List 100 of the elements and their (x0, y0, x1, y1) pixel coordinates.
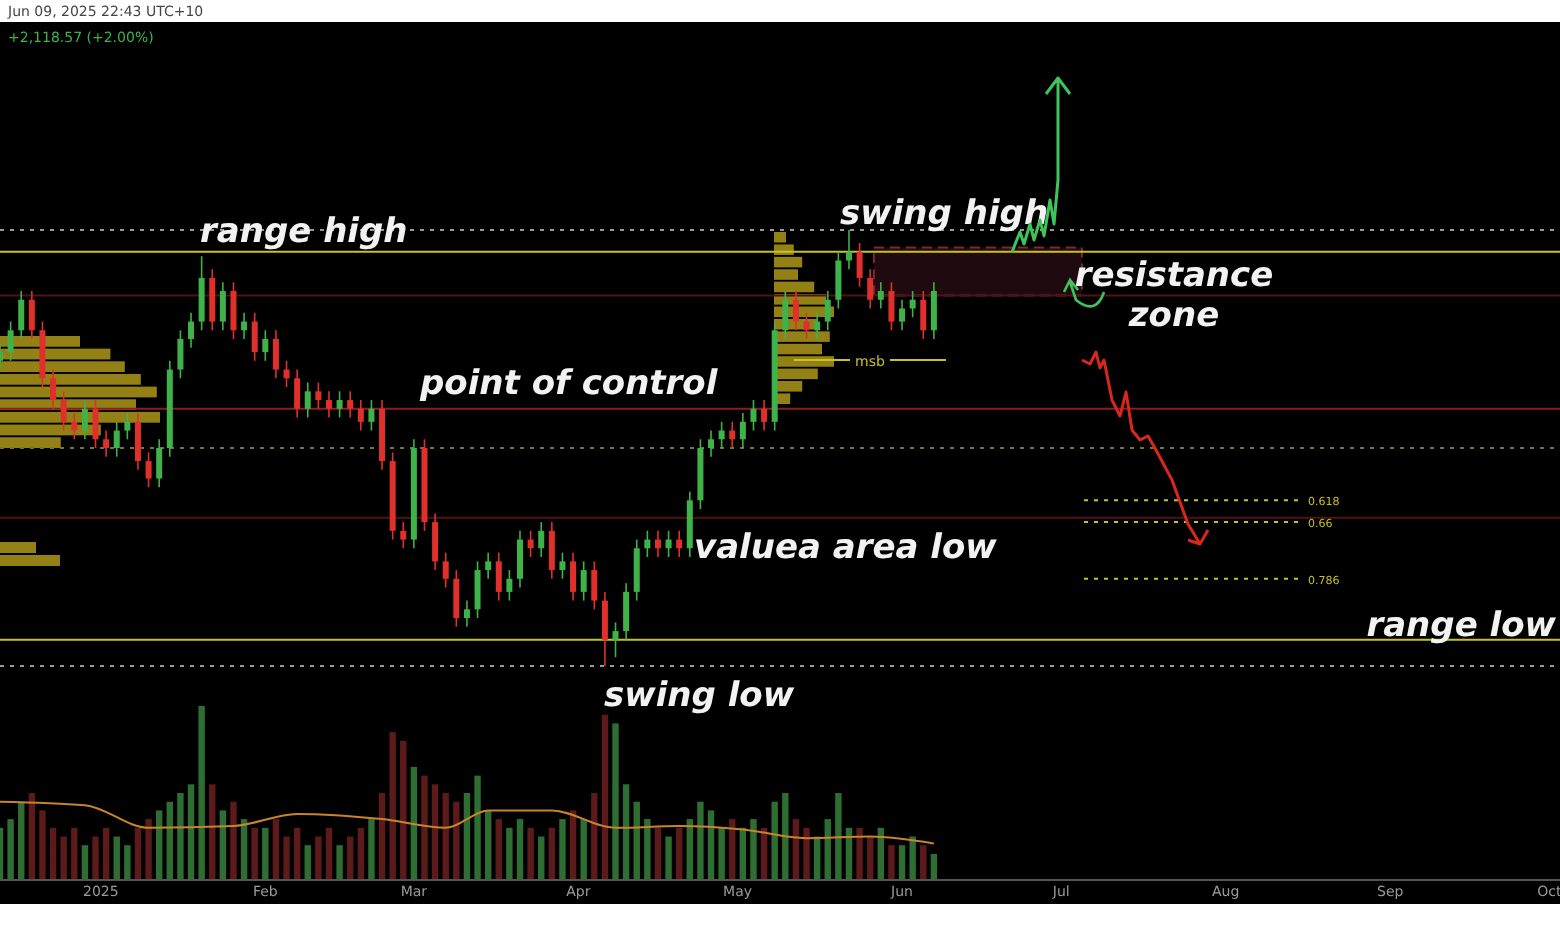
bar (155, 810, 163, 880)
bar (516, 819, 524, 880)
candlestick (601, 591, 608, 667)
annotation: valuea area low (694, 528, 998, 568)
candlestick (899, 298, 906, 332)
bar (548, 827, 556, 880)
candlestick (92, 399, 99, 449)
bar (315, 836, 322, 880)
bar (124, 845, 131, 880)
candlestick (729, 421, 736, 449)
candlestick (591, 560, 598, 611)
candlestick (867, 268, 874, 310)
bar (856, 827, 863, 880)
candlestick (103, 429, 110, 458)
bar (484, 810, 492, 880)
annotation: point of control (418, 364, 720, 404)
candlestick (782, 290, 789, 340)
candlestick (39, 320, 46, 388)
bar (251, 827, 258, 880)
bar (198, 706, 205, 880)
candlestick (739, 412, 746, 449)
bar (71, 827, 78, 880)
annotation: range high (200, 212, 408, 252)
candlestick (612, 621, 619, 659)
bar (357, 827, 365, 880)
bar (474, 775, 481, 880)
candlestick (814, 312, 821, 340)
candlestick (7, 320, 14, 362)
bar (453, 801, 460, 880)
candlestick (432, 512, 439, 571)
bar (888, 845, 895, 880)
candlestick (453, 569, 460, 628)
candlestick (548, 521, 555, 580)
candlestick (877, 281, 884, 310)
candlestick (474, 560, 481, 619)
candlestick (230, 281, 237, 340)
annotation: resistance zone (1074, 256, 1274, 336)
bar (527, 827, 534, 880)
bar (39, 810, 46, 880)
candlestick (718, 421, 725, 449)
candlestick (28, 290, 35, 340)
candlestick (644, 530, 651, 558)
candlestick (81, 399, 88, 441)
bar (410, 766, 418, 880)
candlestick (676, 530, 683, 558)
candlestick (156, 438, 163, 489)
bar (145, 819, 152, 880)
bar (506, 827, 513, 880)
bar (782, 793, 789, 880)
candlestick (315, 381, 322, 410)
bar (272, 819, 280, 880)
candlestick (241, 312, 248, 340)
bar (675, 827, 683, 880)
candlestick (517, 530, 523, 589)
bar (803, 827, 810, 880)
candlestick (124, 412, 131, 441)
candlestick (527, 530, 534, 558)
bar (644, 819, 651, 880)
bar (591, 793, 598, 880)
candlestick (272, 329, 279, 380)
bar (368, 819, 375, 880)
candlestick (888, 281, 895, 332)
candlestick (920, 290, 927, 340)
candlestick (463, 599, 470, 628)
candlestick (686, 490, 693, 558)
bar (209, 784, 216, 880)
bar (166, 801, 173, 880)
candlestick (325, 390, 332, 419)
bar (49, 827, 57, 880)
candlestick (570, 551, 577, 602)
candlestick (559, 551, 566, 580)
candlestick (654, 530, 661, 558)
candlestick (219, 281, 226, 332)
candlestick (294, 368, 301, 419)
candlestick (347, 390, 354, 419)
bar (378, 793, 386, 880)
bar (654, 827, 662, 880)
bar (28, 793, 36, 880)
candlestick (209, 268, 216, 332)
bar (835, 793, 842, 880)
bar (538, 836, 545, 880)
bar (898, 845, 906, 880)
candlestick (283, 360, 290, 388)
candlestick (198, 255, 205, 332)
bar (569, 810, 577, 880)
candlestick (188, 312, 195, 349)
candlestick (50, 368, 57, 410)
candlestick (495, 551, 502, 602)
candlestick (442, 551, 449, 589)
candlestick (262, 329, 269, 362)
candlestick (177, 329, 184, 380)
bar (612, 723, 619, 880)
bar (347, 836, 354, 880)
bar (102, 827, 110, 880)
candlestick (623, 582, 630, 641)
bar (187, 784, 195, 880)
candlestick (145, 451, 152, 489)
bar (230, 801, 237, 880)
annotation: range low (1366, 606, 1557, 646)
bar (771, 801, 778, 880)
